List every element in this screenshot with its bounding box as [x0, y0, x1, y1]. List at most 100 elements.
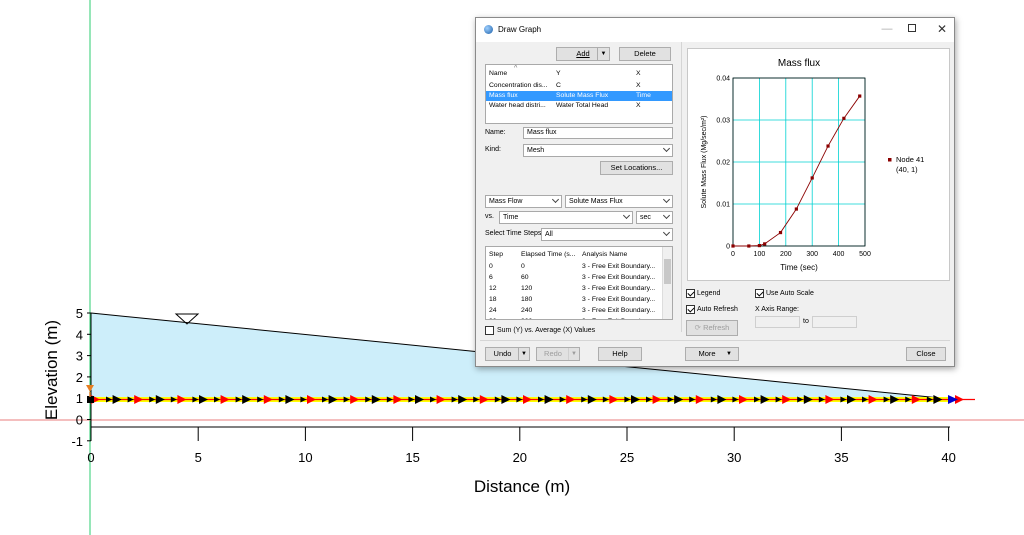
flow-arrow: [350, 395, 360, 404]
analysis-cell: 3 - Free Exit Boundary...: [582, 274, 656, 281]
flow-arrow-small: [343, 396, 350, 403]
table-row[interactable]: 24 240 3 - Free Exit Boundary...: [486, 306, 662, 316]
flow-arrow-small: [430, 396, 436, 403]
legend-label: Legend: [697, 290, 721, 297]
set-locations-button[interactable]: Set Locations...: [600, 161, 673, 175]
flow-arrow-exit: [948, 395, 958, 404]
flow-arrow: [911, 395, 921, 404]
minimize-button[interactable]: —: [881, 23, 893, 35]
dialog-title: Draw Graph: [498, 25, 542, 34]
flow-arrow: [393, 395, 403, 404]
list-item-selected[interactable]: Mass flux Solute Mass Flux Time: [486, 91, 672, 101]
table-row[interactable]: 18 180 3 - Free Exit Boundary...: [486, 295, 662, 305]
y-tick-label: 3: [76, 349, 83, 364]
x-axis-title: Distance (m): [474, 477, 570, 496]
list-item[interactable]: Water head distri... Water Total Head X: [486, 101, 672, 111]
x-range-from-input[interactable]: [755, 316, 800, 328]
data-point: [763, 242, 767, 246]
kind-select-value: Mesh: [527, 147, 545, 154]
flow-arrow-small: [322, 396, 328, 403]
list-item-x: Time: [636, 92, 651, 99]
flow-arrow-small: [754, 396, 760, 403]
quantity-select[interactable]: Solute Mass Flux: [565, 195, 673, 208]
unit-select[interactable]: sec: [636, 211, 673, 224]
flow-arrow: [825, 395, 835, 404]
dialog-title-bar[interactable]: Draw Graph — ✕: [476, 18, 954, 42]
header-name: Name: [489, 70, 508, 77]
category-select[interactable]: Mass Flow: [485, 195, 562, 208]
redo-button[interactable]: Redo ▼: [536, 347, 580, 361]
flow-arrow-small: [905, 396, 912, 403]
x-tick-label: 0: [731, 251, 735, 258]
refresh-button[interactable]: ⟳ Refresh: [686, 320, 738, 336]
selected-node-marker[interactable]: [87, 396, 94, 403]
use-auto-scale-checkbox[interactable]: [755, 289, 764, 298]
vs-select[interactable]: Time: [499, 211, 633, 224]
table-row[interactable]: 30 3003 - Free Exit Boundary...: [486, 317, 662, 319]
sort-caret-icon: ^: [514, 65, 518, 72]
graph-list[interactable]: ^ Name Y X Concentration dis... C X Mass…: [485, 64, 673, 124]
flow-arrow-small: [170, 396, 177, 403]
flow-arrow-small: [106, 396, 112, 403]
refresh-icon: ⟳: [694, 323, 701, 332]
redo-dropdown-icon[interactable]: ▼: [568, 348, 579, 360]
scroll-thumb[interactable]: [664, 259, 671, 284]
x-tick-label: 40: [941, 450, 955, 465]
table-row[interactable]: 12 120 3 - Free Exit Boundary...: [486, 284, 662, 294]
flow-arrow-small: [926, 396, 933, 403]
y-tick-label: 0.04: [716, 76, 730, 83]
maximize-button[interactable]: [897, 21, 927, 38]
flow-arrow-small: [192, 396, 199, 403]
flow-arrow: [328, 395, 338, 404]
time-steps-select-value: All: [545, 231, 553, 238]
undo-button[interactable]: Undo ▼: [485, 347, 530, 361]
flow-arrow-small: [818, 396, 825, 403]
sum-checkbox[interactable]: [485, 326, 494, 335]
add-dropdown-icon[interactable]: ▼: [597, 48, 609, 60]
kind-select[interactable]: Mesh: [523, 144, 673, 157]
flow-arrow: [717, 395, 727, 404]
flow-arrow: [307, 395, 316, 404]
x-tick-label: 20: [513, 450, 527, 465]
steps-scrollbar[interactable]: [662, 247, 672, 319]
delete-button[interactable]: Delete: [619, 47, 671, 61]
name-input[interactable]: Mass flux: [523, 127, 673, 139]
more-button[interactable]: More ▼: [685, 347, 739, 361]
x-axis-range-label: X Axis Range:: [755, 306, 799, 313]
help-button[interactable]: Help: [598, 347, 642, 361]
legend-entry: Node 41: [896, 155, 924, 164]
table-row[interactable]: 6 60 3 - Free Exit Boundary...: [486, 273, 662, 283]
chevron-down-icon: [662, 228, 671, 237]
x-range-to-input[interactable]: [812, 316, 857, 328]
flow-arrow: [609, 395, 619, 404]
flow-arrow: [544, 395, 554, 404]
close-button[interactable]: Close: [906, 347, 946, 361]
chevron-down-icon: [622, 211, 631, 220]
list-item[interactable]: Concentration dis... C X: [486, 81, 672, 91]
flow-arrow: [415, 395, 424, 404]
table-row[interactable]: 0 0 3 - Free Exit Boundary...: [486, 262, 662, 272]
elapsed-cell: 240: [521, 307, 533, 314]
x-tick-label: 200: [780, 251, 792, 258]
x-tick-label: 0: [87, 450, 94, 465]
close-window-button[interactable]: ✕: [936, 22, 948, 36]
legend-checkbox[interactable]: [686, 289, 695, 298]
step-cell: 18: [489, 296, 497, 303]
step-cell: 12: [489, 285, 497, 292]
data-point: [747, 244, 751, 248]
undo-dropdown-icon[interactable]: ▼: [518, 348, 529, 360]
data-point: [794, 207, 798, 211]
y-tick-label: 5: [76, 306, 83, 321]
add-button[interactable]: Add ▼: [556, 47, 610, 61]
y-axis-ticks: 5 4 3 2 1 0 -1: [71, 306, 91, 449]
flow-arrow: [868, 395, 878, 404]
header-analysis: Analysis Name: [582, 251, 628, 258]
list-item-y: Solute Mass Flux: [556, 92, 609, 99]
auto-refresh-checkbox[interactable]: [686, 305, 695, 314]
flow-arrow-small: [149, 396, 156, 403]
time-steps-select[interactable]: All: [541, 228, 673, 241]
y-axis-title: Elevation (m): [42, 320, 61, 420]
draw-graph-dialog: Draw Graph — ✕ Add ▼ Delete ^ Name Y X C…: [475, 17, 955, 367]
x-tick-label: 400: [833, 251, 845, 258]
